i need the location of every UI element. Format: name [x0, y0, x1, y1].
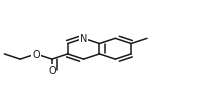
Text: N: N	[80, 34, 87, 44]
Text: O: O	[32, 50, 40, 59]
Text: O: O	[48, 65, 56, 75]
